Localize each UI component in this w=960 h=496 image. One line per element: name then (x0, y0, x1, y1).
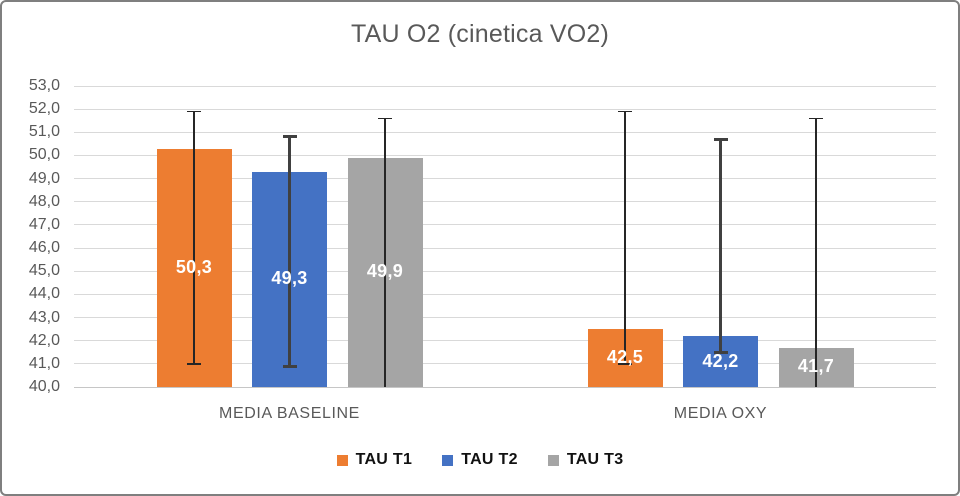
error-bar-line (193, 111, 195, 364)
legend-item-tau-t2: TAU T2 (442, 451, 518, 469)
y-axis-tick-label: 50,0 (28, 146, 60, 164)
y-axis-tick-label: 44,0 (28, 285, 60, 303)
gridline (74, 108, 936, 110)
y-axis-tick-label: 45,0 (28, 262, 60, 280)
gridline (74, 85, 936, 87)
legend-swatch-tau-t3 (547, 454, 559, 466)
gridline (74, 340, 936, 342)
error-bar-bottom-cap (282, 364, 297, 368)
y-axis-tick-label: 49,0 (28, 169, 60, 187)
y-axis-tick-label: 52,0 (28, 100, 60, 118)
error-bar-bottom-cap (618, 363, 632, 365)
bar-value-label: 49,3 (271, 268, 308, 289)
y-axis-tick-label: 43,0 (28, 308, 60, 326)
category-label-media-baseline: MEDIA BASELINE (219, 405, 360, 422)
error-bar-top-cap (618, 110, 632, 113)
error-bar-top-cap (187, 110, 201, 113)
legend-label: TAU T2 (461, 451, 518, 468)
y-axis-tick-label: 51,0 (28, 123, 60, 141)
error-bar-top-cap (282, 135, 297, 139)
error-bar-line (815, 118, 817, 387)
bar-value-label: 41,7 (797, 356, 835, 377)
gridline (74, 154, 936, 156)
legend-swatch-tau-t2 (442, 454, 454, 466)
legend-item-tau-t1: TAU T1 (336, 451, 413, 469)
bar-value-label: 42,2 (702, 350, 739, 371)
error-bar-line (288, 136, 291, 367)
legend-item-tau-t3: TAU T3 (547, 451, 624, 469)
y-axis-tick-label: 53,0 (28, 77, 60, 94)
y-axis-tick-label: 41,0 (28, 354, 60, 372)
error-bar-line (384, 118, 386, 387)
legend-swatch-tau-t1 (336, 454, 348, 466)
category-label-media-oxy: MEDIA OXY (673, 405, 768, 422)
error-bar-line (719, 139, 722, 353)
error-bar-top-cap (713, 137, 728, 141)
legend-label: TAU T3 (566, 451, 624, 468)
error-bar-top-cap (378, 117, 392, 120)
legend-label: TAU T1 (355, 451, 413, 468)
y-axis-tick-label: 48,0 (28, 192, 60, 210)
gridline (74, 201, 936, 203)
gridline (74, 363, 936, 365)
bar-value-label: 42,5 (606, 347, 644, 368)
y-axis-tick-label: 40,0 (28, 378, 60, 395)
gridline (74, 317, 936, 319)
gridline (74, 131, 936, 133)
gridline (74, 247, 936, 249)
error-bar-line (624, 111, 626, 364)
y-axis-tick-label: 47,0 (28, 215, 60, 233)
gridline (74, 224, 936, 226)
bar-value-label: 49,9 (366, 261, 404, 282)
gridline (74, 270, 936, 272)
gridline (74, 178, 936, 180)
legend: TAU T1 TAU T2 TAU T3 (2, 451, 958, 469)
bar-value-label: 50,3 (175, 256, 213, 277)
error-bar-bottom-cap (713, 350, 728, 354)
y-axis-tick-label: 42,0 (28, 331, 60, 349)
gridline (74, 293, 936, 295)
error-bar-bottom-cap (187, 363, 201, 365)
gridline (74, 386, 936, 388)
y-axis-tick-label: 46,0 (28, 239, 60, 257)
error-bar-top-cap (809, 117, 823, 120)
chart-title: TAU O2 (cinetica VO2) (351, 20, 609, 48)
